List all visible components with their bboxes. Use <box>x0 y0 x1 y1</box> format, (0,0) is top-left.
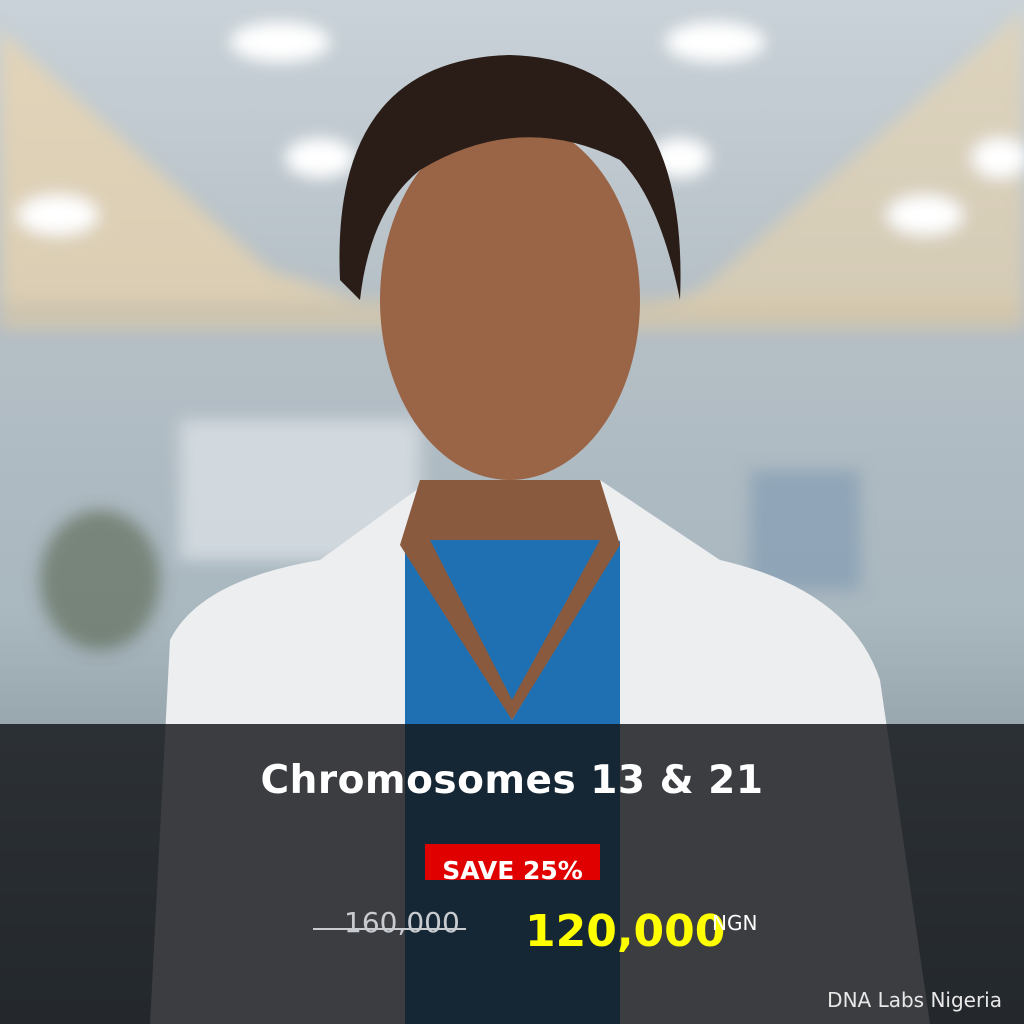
original-price: 160,000 <box>344 906 460 939</box>
discount-badge-text: SAVE 25% <box>442 856 583 885</box>
currency-label: NGN <box>712 911 758 935</box>
product-title: Chromosomes 13 & 21 <box>260 758 764 803</box>
brand-watermark: DNA Labs Nigeria <box>827 988 1002 1012</box>
sale-price: 120,000 <box>525 906 726 957</box>
discount-badge <box>425 844 600 880</box>
strikethrough-line <box>313 928 466 930</box>
